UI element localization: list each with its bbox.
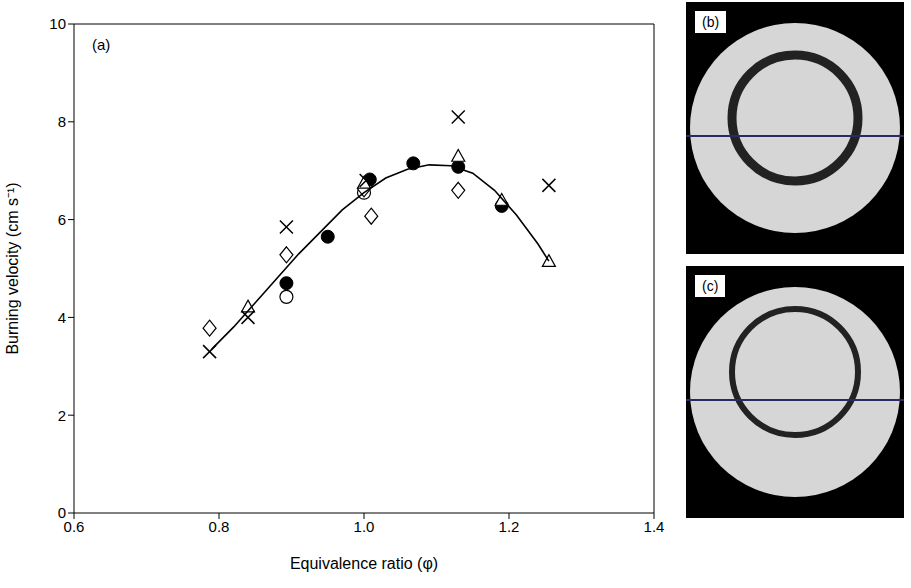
svg-text:8: 8 xyxy=(58,113,66,130)
svg-text:6: 6 xyxy=(58,211,66,228)
svg-text:Equivalence ratio (φ): Equivalence ratio (φ) xyxy=(290,555,438,572)
html-text:(a): (a) xyxy=(92,36,111,53)
svg-text:0.6: 0.6 xyxy=(64,518,85,535)
svg-text:1.0: 1.0 xyxy=(354,518,375,535)
svg-text:1.2: 1.2 xyxy=(499,518,520,535)
svg-text:2: 2 xyxy=(58,407,66,424)
svg-text:1.4: 1.4 xyxy=(644,518,665,535)
svg-text:0: 0 xyxy=(58,504,66,521)
html-text:(c): (c) xyxy=(702,278,719,294)
svg-text:Burning velocity (cm s⁻¹): Burning velocity (cm s⁻¹) xyxy=(4,182,21,354)
svg-text:4: 4 xyxy=(58,309,66,326)
html-text:(b): (b) xyxy=(702,14,720,30)
svg-text:0.8: 0.8 xyxy=(209,518,230,535)
svg-text:10: 10 xyxy=(49,15,66,32)
